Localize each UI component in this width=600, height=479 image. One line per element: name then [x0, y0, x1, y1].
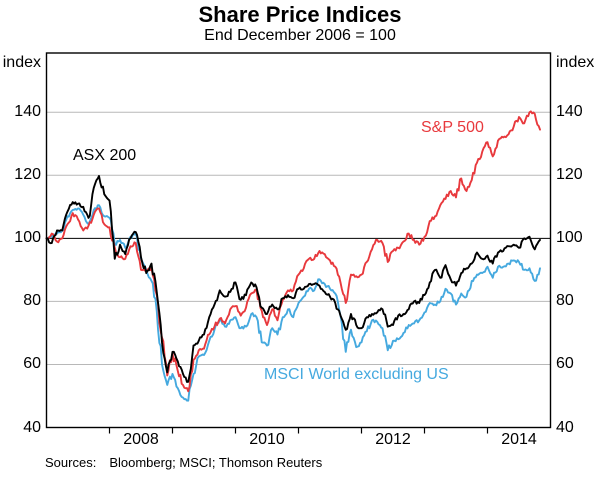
- x-tick-label-2014: 2014: [501, 431, 537, 448]
- y-tick-label-right-140: 140: [556, 103, 583, 121]
- y-tick-label-left-140: 140: [14, 103, 41, 121]
- asx200-line: [45, 174, 541, 383]
- y-tick-label-left-40: 40: [23, 418, 41, 436]
- x-tick-label-2010: 2010: [249, 431, 285, 448]
- y-tick-label-right-100: 100: [556, 229, 583, 247]
- y-tick-label-left-100: 100: [14, 229, 41, 247]
- x-tick-label-2008: 2008: [123, 431, 159, 448]
- series-label-asx200: ASX 200: [73, 147, 137, 164]
- chart-subtitle: End December 2006 = 100: [204, 27, 396, 44]
- y-tick-label-right-120: 120: [556, 166, 583, 184]
- y-tick-label-left-60: 60: [23, 355, 41, 373]
- sp500-line: [45, 110, 541, 393]
- y-tick-label-right-60: 60: [556, 355, 574, 373]
- series-label-sp500: S&P 500: [421, 119, 484, 136]
- y-tick-label-left-120: 120: [14, 166, 41, 184]
- y-tick-label-right-40: 40: [556, 418, 574, 436]
- y-axis-unit-left: index: [2, 54, 41, 71]
- chart-title: Share Price Indices: [198, 2, 402, 27]
- x-tick-label-2012: 2012: [375, 431, 411, 448]
- sources-text: Bloomberg; MSCI; Thomson Reuters: [109, 455, 323, 470]
- y-axis-unit-right: index: [556, 54, 595, 71]
- y-tick-label-right-80: 80: [556, 292, 574, 310]
- y-tick-label-left-80: 80: [23, 292, 41, 310]
- sources-label: Sources:: [45, 455, 97, 470]
- sources-note: Sources: Bloomberg; MSCI; Thomson Reuters: [45, 455, 322, 470]
- series-label-msci-world-ex-us: MSCI World excluding US: [264, 366, 449, 383]
